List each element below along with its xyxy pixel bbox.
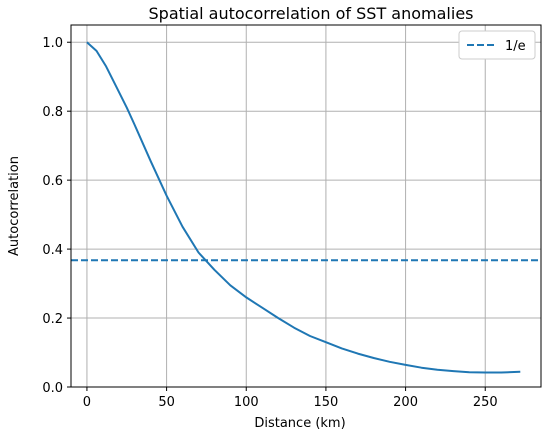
autocorrelation-curve — [86, 41, 521, 374]
y-axis-label: Autocorrelation — [7, 156, 22, 256]
chart-title: Spatial autocorrelation of SST anomalies — [149, 4, 474, 23]
x-tick-label: 150 — [314, 395, 339, 410]
axis-ticks: 0 50 100 150 200 250 0.0 0.2 0.4 0.6 0.8 1.0 — [42, 36, 497, 410]
plot-frame — [70, 24, 542, 388]
y-tick-label: 1.0 — [42, 36, 63, 51]
y-tick-label: 0.0 — [42, 381, 63, 396]
x-tick-label: 0 — [83, 395, 91, 410]
y-tick-label: 0.4 — [42, 243, 63, 258]
x-tick-label: 250 — [473, 395, 498, 410]
legend-box — [458, 30, 536, 60]
plot-series — [71, 41, 541, 374]
legend-label-1-e: 1/e — [505, 39, 526, 54]
x-tick-label: 200 — [393, 395, 418, 410]
y-tick-label: 0.2 — [42, 312, 63, 327]
y-tick-label: 0.8 — [42, 105, 63, 120]
x-tick-label: 100 — [234, 395, 259, 410]
legend: 1/e — [458, 30, 536, 60]
grid-lines — [71, 25, 541, 388]
y-tick-label: 0.6 — [42, 174, 63, 189]
x-axis-label: Distance (km) — [254, 416, 345, 431]
x-tick-label: 50 — [158, 395, 175, 410]
